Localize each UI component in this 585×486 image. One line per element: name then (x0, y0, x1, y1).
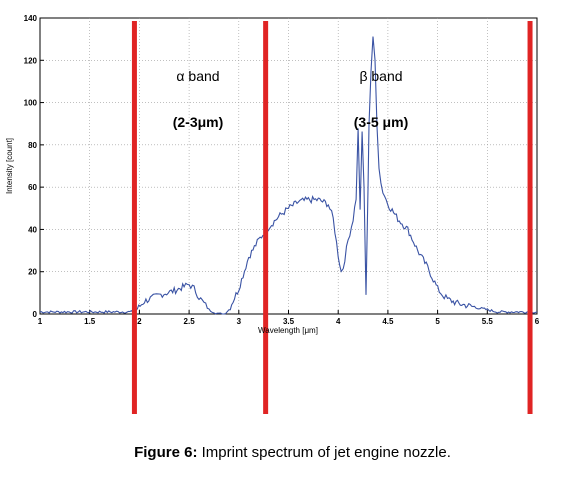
y-tick-label: 120 (24, 56, 38, 65)
y-axis: 0 20 40 60 80 100 120 140 (24, 14, 44, 319)
x-tick-label: 3.5 (283, 317, 295, 326)
x-tick-label: 4.5 (382, 317, 394, 326)
spectrum-chart: 1 1.5 2 2.5 3 3.5 4 4.5 5 5.5 6 0 20 40 60 80 100 120 140… (5, 14, 540, 414)
y-axis-title: Intensity [count] (5, 138, 14, 194)
x-tick-label: 1 (38, 317, 43, 326)
x-tick-label: 2.5 (184, 317, 196, 326)
beta-band-range: (3-5 μm) (354, 114, 408, 130)
x-axis: 1 1.5 2 2.5 3 3.5 4 4.5 5 5.5 6 (38, 310, 540, 326)
alpha-band-range: (2-3μm) (173, 114, 224, 130)
y-tick-label: 0 (33, 310, 38, 319)
x-axis-title: Wavelength [μm] (258, 326, 318, 335)
y-tick-label: 20 (28, 268, 37, 277)
x-tick-label: 4 (336, 317, 341, 326)
y-tick-label: 40 (28, 225, 37, 234)
grid (40, 18, 537, 314)
y-tick-label: 140 (24, 14, 38, 23)
beta-band-label: β band (359, 68, 402, 84)
spectrum-series-line (39, 36, 538, 315)
x-tick-label: 5.5 (482, 317, 494, 326)
alpha-band-label: α band (176, 68, 219, 84)
x-tick-label: 2 (137, 317, 142, 326)
y-tick-label: 60 (28, 183, 37, 192)
band-markers (131, 21, 533, 414)
x-tick-label: 5 (435, 317, 440, 326)
x-tick-label: 6 (535, 317, 540, 326)
figure-caption-label: Figure 6: (134, 444, 198, 461)
x-tick-label: 3 (237, 317, 242, 326)
y-tick-label: 100 (24, 99, 38, 108)
figure-caption-text: Imprint spectrum of jet engine nozzle. (197, 444, 451, 461)
figure-caption: Figure 6: Imprint spectrum of jet engine… (0, 444, 585, 461)
y-tick-label: 80 (28, 141, 37, 150)
x-tick-label: 1.5 (84, 317, 96, 326)
